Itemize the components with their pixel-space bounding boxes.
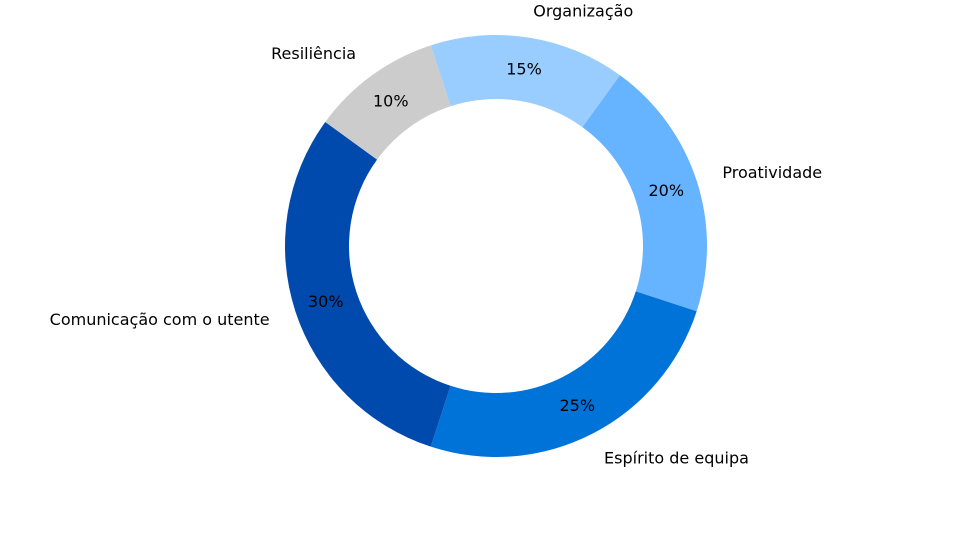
slices-group — [285, 34, 707, 457]
slice-espirito-de-equipa — [430, 291, 697, 457]
label-proatividade: Proatividade — [722, 163, 822, 182]
slice-proatividade — [582, 75, 707, 312]
value-label-proatividade: 20% — [648, 181, 684, 200]
slice-resiliencia — [325, 45, 451, 160]
value-label-organizacao: 15% — [506, 60, 542, 79]
value-label-resiliencia: 10% — [373, 92, 409, 111]
value-label-espirito-de-equipa: 25% — [559, 396, 595, 415]
value-label-comunicacao-com-o-utente: 30% — [308, 292, 344, 311]
slice-comunicacao-com-o-utente — [285, 121, 451, 447]
label-espirito-de-equipa: Espírito de equipa — [604, 449, 749, 468]
labels-group: Organização 15% Proatividade 20% Espírito de… — [50, 1, 822, 467]
label-comunicacao-com-o-utente: Comunicação com o utente — [50, 310, 270, 329]
slice-organizacao — [430, 34, 621, 128]
label-organizacao: Organização — [533, 1, 633, 20]
label-resiliencia: Resiliência — [271, 44, 356, 63]
